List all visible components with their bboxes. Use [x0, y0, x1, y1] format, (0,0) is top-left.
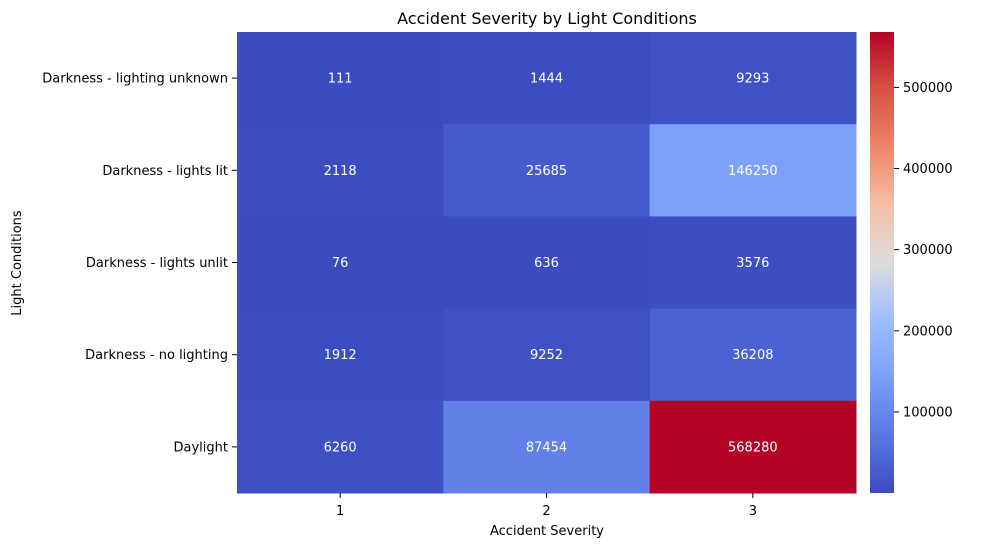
x-tick-label: 1	[336, 504, 344, 519]
colorbar-tick-label: 500000	[903, 81, 953, 96]
y-tick-label: Daylight	[174, 440, 228, 455]
heatmap-cell	[237, 124, 444, 217]
colorbar-ticks: 100000 200000 300000 400000 500000	[894, 81, 953, 420]
cell-value-label: 636	[534, 256, 559, 271]
heatmap-cell	[237, 32, 444, 125]
cell-value-label: 568280	[728, 440, 778, 455]
cell-labels: 111 1444 9293 2118 25685 146250 76 636 3576 1912 9…	[324, 72, 778, 456]
chart-title: Accident Severity by Light Conditions	[397, 9, 697, 28]
cell-value-label: 1444	[530, 72, 563, 87]
heatmap-cell	[443, 32, 651, 125]
colorbar-tick-label: 300000	[903, 243, 953, 258]
cell-value-label: 3576	[736, 256, 769, 271]
heatmap-cell	[237, 400, 444, 494]
x-tick-label: 3	[749, 504, 757, 519]
heatmap-cell	[443, 124, 651, 217]
heatmap-cell	[237, 308, 444, 402]
heatmap-cell	[649, 308, 857, 402]
cell-value-label: 25685	[526, 164, 567, 179]
heatmap-cell	[649, 32, 857, 125]
cell-value-label: 9293	[736, 72, 769, 87]
heatmap-cell	[443, 308, 651, 402]
heatmap-cells	[237, 32, 857, 494]
cell-value-label: 6260	[324, 440, 357, 455]
cell-value-label: 9252	[530, 348, 563, 363]
heatmap-cell	[649, 124, 857, 217]
cell-value-label: 2118	[324, 164, 357, 179]
y-axis: Darkness - lighting unknown Darkness - li…	[42, 72, 237, 455]
cell-value-label: 146250	[728, 164, 778, 179]
colorbar	[870, 32, 894, 493]
y-axis-label: Light Conditions	[10, 210, 25, 316]
heatmap-cell	[649, 400, 857, 494]
y-tick-label: Darkness - lights lit	[102, 164, 228, 179]
cell-value-label: 87454	[526, 440, 567, 455]
cell-value-label: 36208	[732, 348, 773, 363]
x-axis: 1 2 3	[336, 493, 757, 519]
colorbar-tick-label: 200000	[903, 324, 953, 339]
y-tick-label: Darkness - lighting unknown	[42, 72, 228, 87]
colorbar-tick-label: 400000	[903, 162, 953, 177]
y-tick-label: Darkness - no lighting	[85, 348, 228, 363]
y-tick-label: Darkness - lights unlit	[86, 256, 228, 271]
x-axis-label: Accident Severity	[490, 524, 604, 539]
cell-value-label: 76	[332, 256, 349, 271]
heatmap-cell	[443, 400, 651, 494]
cell-value-label: 111	[328, 72, 353, 87]
x-tick-label: 2	[542, 504, 550, 519]
heatmap-cell	[649, 216, 857, 310]
colorbar-tick-label: 100000	[903, 405, 953, 420]
heatmap-cell	[443, 216, 651, 310]
heatmap-cell	[237, 216, 444, 310]
cell-value-label: 1912	[324, 348, 357, 363]
